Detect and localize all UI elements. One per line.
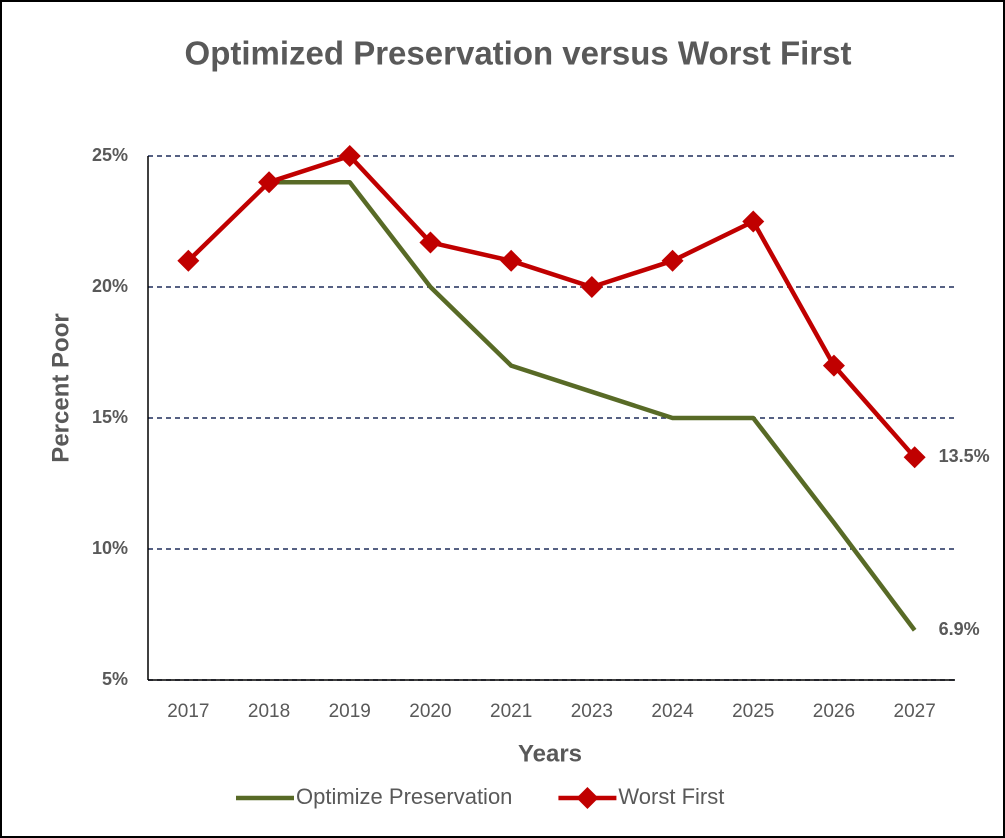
marker <box>822 354 845 377</box>
marker <box>742 210 765 233</box>
series-line <box>269 179 917 632</box>
x-tick-label: 2026 <box>813 701 855 722</box>
marker <box>661 249 684 272</box>
x-tick-label: 2017 <box>167 701 209 722</box>
marker <box>580 276 603 298</box>
x-tick-label: 2019 <box>329 701 371 722</box>
x-tick-label: 2024 <box>651 701 694 722</box>
legend-marker <box>576 787 599 809</box>
y-tick-label: 5% <box>102 669 128 689</box>
y-tick-label: 15% <box>92 407 128 427</box>
marker <box>258 171 281 194</box>
y-tick-label: 25% <box>92 145 128 165</box>
x-tick-label: 2027 <box>894 701 936 722</box>
x-tick-label: 2020 <box>409 701 451 722</box>
x-axis-label: Years <box>518 740 582 767</box>
data-label: 13.5% <box>939 446 990 466</box>
legend-label: Optimize Preservation <box>296 784 512 809</box>
y-axis-label: Percent Poor <box>47 313 74 462</box>
marker <box>500 249 523 272</box>
marker <box>419 231 442 254</box>
legend-label: Worst First <box>618 784 724 809</box>
y-tick-label: 10% <box>92 538 128 558</box>
x-tick-label: 2025 <box>732 701 774 722</box>
data-label: 6.9% <box>939 619 980 639</box>
marker <box>177 249 200 272</box>
x-tick-label: 2021 <box>490 701 532 722</box>
x-tick-label: 2018 <box>248 701 290 722</box>
marker <box>903 446 926 469</box>
marker <box>338 145 361 167</box>
x-tick-label: 2023 <box>571 701 613 722</box>
chart-title: Optimized Preservation versus Worst Firs… <box>185 35 852 72</box>
y-tick-label: 20% <box>92 276 128 296</box>
series-line <box>186 153 917 459</box>
